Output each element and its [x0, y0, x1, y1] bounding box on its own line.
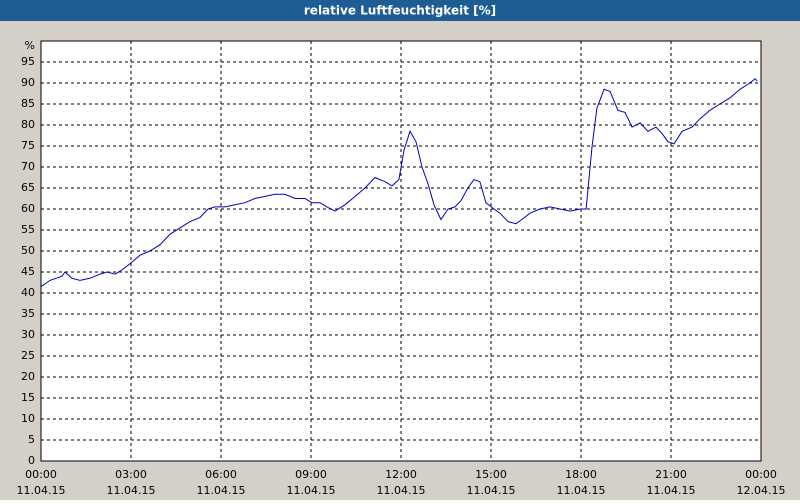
y-tick-label: 55: [21, 223, 35, 236]
y-tick-label: 70: [21, 160, 35, 173]
y-tick-label: 75: [21, 139, 35, 152]
x-tick-label: 00:00: [25, 468, 57, 481]
y-tick-label: 5: [28, 433, 35, 446]
x-tick-label: 12:00: [385, 468, 417, 481]
y-tick-label: 90: [21, 76, 35, 89]
x-tick-label: 00:00: [745, 468, 777, 481]
y-tick-label: 95: [21, 55, 35, 68]
x-tick-label: 06:00: [205, 468, 237, 481]
chart-title: relative Luftfeuchtigkeit [%]: [304, 4, 496, 18]
y-tick-label: 10: [21, 412, 35, 425]
x-tick-label: 03:00: [115, 468, 147, 481]
title-bar: [0, 0, 800, 21]
x-tick-date: 12.04.15: [737, 484, 786, 497]
y-tick-label: 30: [21, 328, 35, 341]
y-tick-label: 85: [21, 97, 35, 110]
y-tick-label: 40: [21, 286, 35, 299]
y-tick-label: 45: [21, 265, 35, 278]
x-tick-date: 11.04.15: [467, 484, 516, 497]
x-tick-label: 18:00: [565, 468, 597, 481]
y-axis-label: %: [25, 39, 35, 52]
x-tick-date: 11.04.15: [377, 484, 426, 497]
x-tick-date: 11.04.15: [287, 484, 336, 497]
y-tick-label: 80: [21, 118, 35, 131]
y-tick-label: 25: [21, 349, 35, 362]
y-tick-label: 60: [21, 202, 35, 215]
y-tick-label: 65: [21, 181, 35, 194]
data-line: [40, 78, 758, 288]
y-tick-label: 50: [21, 244, 35, 257]
x-tick-date: 11.04.15: [557, 484, 606, 497]
x-tick-label: 09:00: [295, 468, 327, 481]
x-tick-label: 21:00: [655, 468, 687, 481]
y-tick-label: 20: [21, 370, 35, 383]
x-tick-label: 15:00: [475, 468, 507, 481]
y-tick-label: 0: [28, 454, 35, 467]
y-tick-label: 15: [21, 391, 35, 404]
x-tick-date: 11.04.15: [647, 484, 696, 497]
y-tick-label: 35: [21, 307, 35, 320]
x-tick-date: 11.04.15: [107, 484, 156, 497]
x-tick-date: 11.04.15: [197, 484, 246, 497]
x-tick-date: 11.04.15: [17, 484, 66, 497]
